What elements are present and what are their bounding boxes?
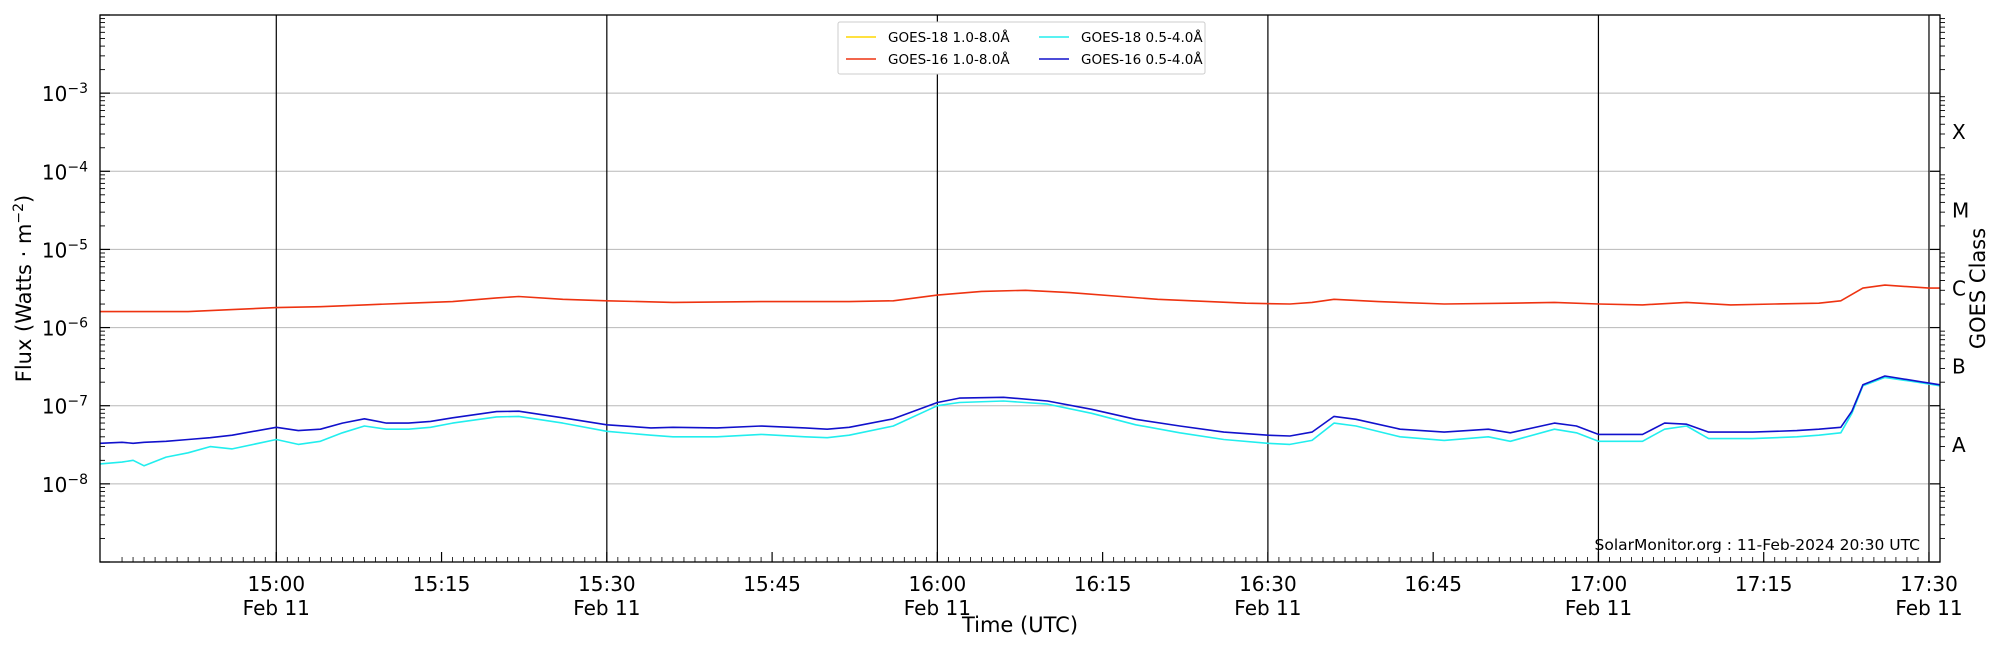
y-tick-exponent: −5 [67, 237, 88, 253]
legend-label: GOES-16 1.0-8.0Å [888, 51, 1010, 68]
y-tick-exponent: −7 [67, 394, 88, 410]
goes-class-label: C [1952, 277, 1966, 301]
y-axis-title-close: ) [12, 195, 36, 203]
x-tick-label-time: 17:30 [1900, 572, 1958, 596]
x-tick-label-time: 16:00 [909, 572, 967, 596]
y-axis-title-main: Flux (Watts · m [12, 224, 36, 383]
grid-lines [100, 92, 1940, 485]
watermark: SolarMonitor.org : 11-Feb-2024 20:30 UTC [1595, 536, 1920, 554]
legend-label: GOES-16 0.5-4.0Å [1081, 51, 1203, 68]
x-tick-label-time: 16:45 [1404, 572, 1462, 596]
series-line-3 [99, 376, 1941, 467]
x-axis-title: Time (UTC) [961, 613, 1078, 637]
y-tick-base: 10 [42, 82, 67, 106]
series-line-4 [99, 375, 1941, 445]
y-tick-exponent: −4 [67, 159, 88, 175]
x-tick-label-date: Feb 11 [904, 596, 971, 620]
y-tick-exponent: −6 [67, 316, 88, 332]
goes-class-axis-title: GOES Class [1966, 228, 1990, 349]
y-tick-label: 10−7 [42, 394, 88, 419]
series-lines [99, 284, 1941, 467]
y-axis-title: Flux (Watts · m−2) [11, 195, 36, 383]
y-tick-base: 10 [42, 473, 67, 497]
y-tick-base: 10 [42, 160, 67, 184]
y-tick-label: 10−4 [42, 159, 88, 184]
legend-label: GOES-18 0.5-4.0Å [1081, 29, 1203, 46]
y-tick-label: 10−6 [42, 316, 88, 341]
y-tick-label: 10−5 [42, 237, 88, 262]
series-line-2 [100, 284, 1940, 313]
goes-class-labels: A B C M X [1952, 120, 1969, 457]
goes-class-label: A [1952, 433, 1966, 457]
x-tick-label-time: 17:15 [1735, 572, 1793, 596]
y-tick-exponent: −8 [67, 472, 88, 488]
x-tick-label-time: 16:30 [1239, 572, 1297, 596]
y-tick-base: 10 [42, 238, 67, 262]
y-tick-base: 10 [42, 317, 67, 341]
goes-class-label: B [1952, 355, 1966, 379]
goes-class-label: M [1952, 198, 1969, 222]
x-tick-label-date: Feb 11 [1234, 596, 1301, 620]
x-tick-label-time: 15:45 [743, 572, 801, 596]
legend-label: GOES-18 1.0-8.0Å [888, 29, 1010, 46]
y-tick-base: 10 [42, 395, 67, 419]
x-tick-label-date: Feb 11 [573, 596, 640, 620]
plot-frame [99, 14, 1941, 563]
y-tick-label: 10−8 [42, 472, 88, 497]
x-tick-label-time: 15:30 [578, 572, 636, 596]
goes-class-label: X [1952, 120, 1966, 144]
x-tick-label-time: 15:15 [413, 572, 471, 596]
axis-ticks [99, 14, 1945, 563]
x-tick-label-date: Feb 11 [1565, 596, 1632, 620]
y-tick-label: 10−3 [42, 81, 88, 106]
y-tick-exponent: −3 [67, 81, 88, 97]
x-tick-label-time: 17:00 [1570, 572, 1628, 596]
x-tick-label-time: 16:15 [1074, 572, 1132, 596]
x-tick-label-time: 15:00 [247, 572, 305, 596]
y-axis-title-exponent: −2 [11, 203, 27, 224]
x-tick-label-date: Feb 11 [1895, 596, 1962, 620]
x-tick-label-date: Feb 11 [243, 596, 310, 620]
day-boundary-lines [275, 15, 1930, 562]
legend: GOES-18 1.0-8.0Å GOES-18 0.5-4.0Å GOES-16 … [837, 21, 1206, 75]
legend-box [837, 21, 1206, 75]
